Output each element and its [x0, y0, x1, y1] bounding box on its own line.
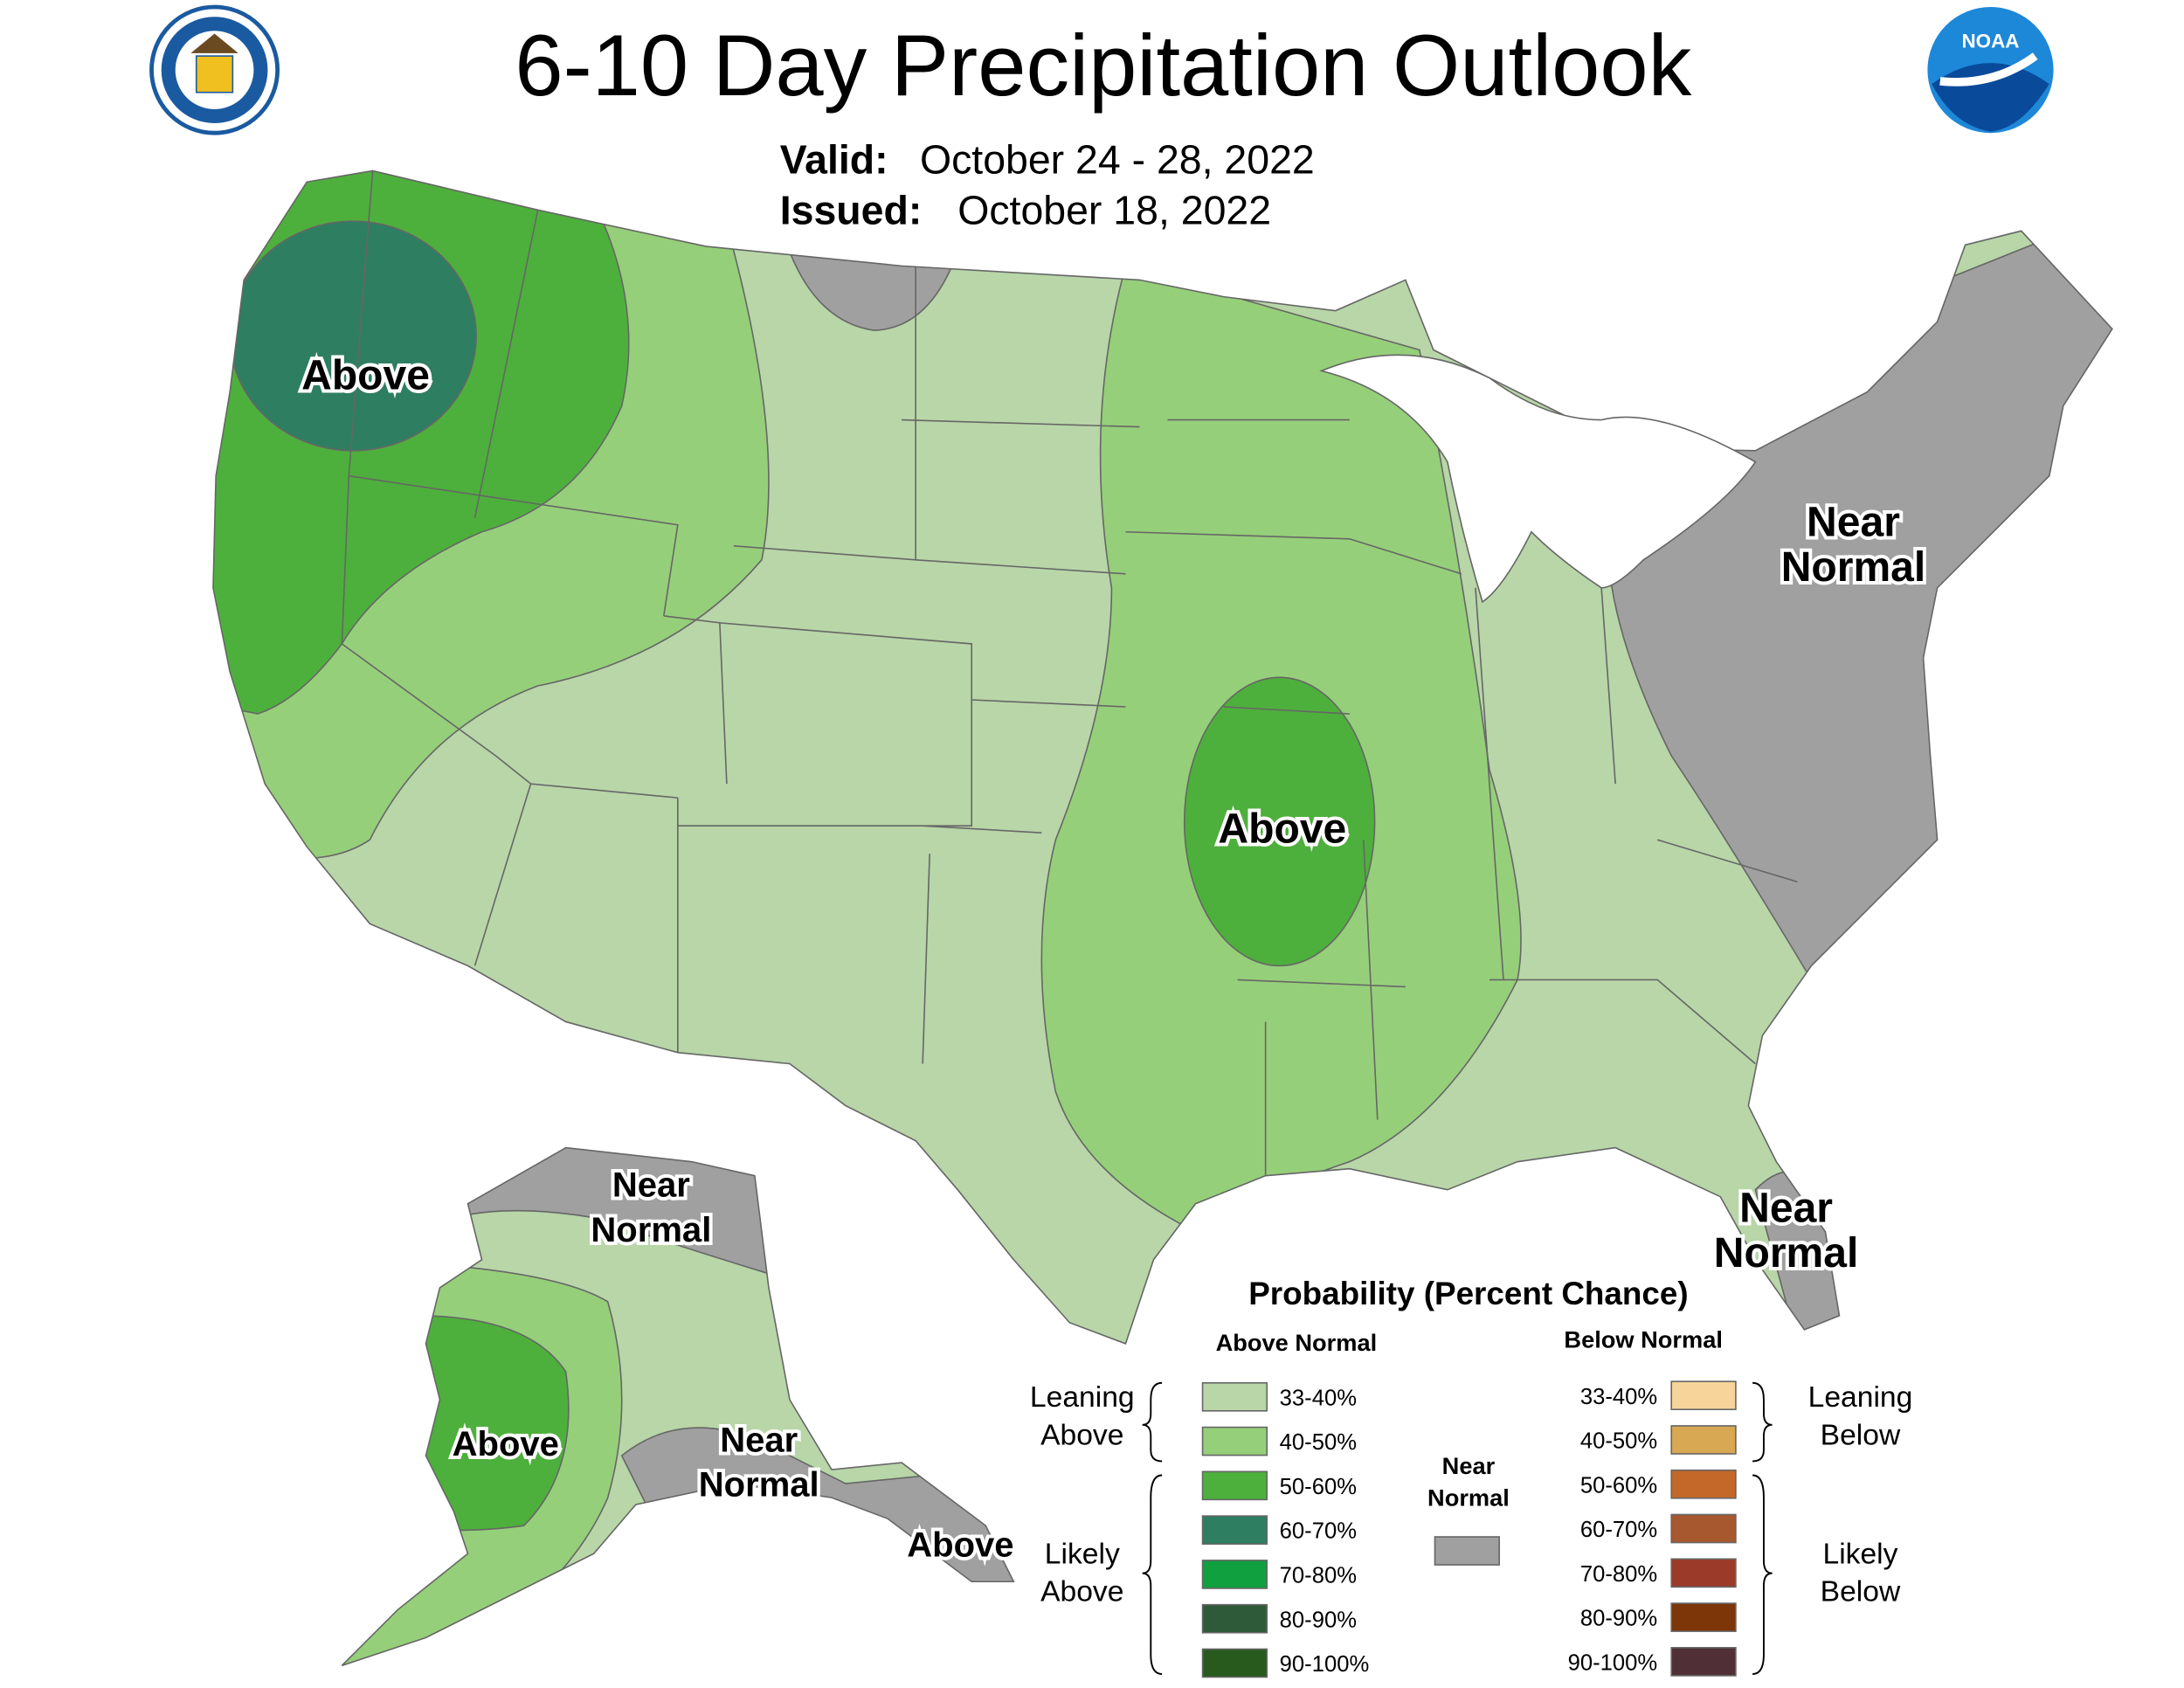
legend-group-label: Above	[1040, 1576, 1123, 1608]
legend-swatch	[1670, 1558, 1737, 1588]
legend-swatch	[1201, 1426, 1268, 1456]
region-label: Above	[301, 352, 430, 398]
region-label: Normal	[591, 1211, 711, 1249]
region-label: Near	[720, 1421, 798, 1459]
legend-group-label: Above	[1040, 1419, 1123, 1451]
legend-swatch	[1201, 1603, 1268, 1634]
region-label: Near	[1807, 500, 1900, 546]
alaska-outline	[341, 1146, 1015, 1667]
legend-swatch	[1434, 1536, 1500, 1566]
legend-brace	[1142, 1381, 1163, 1463]
legend-swatch	[1201, 1648, 1268, 1678]
legend-brace	[1142, 1474, 1163, 1675]
legend-label: 80-90%	[1580, 1607, 1657, 1631]
legend-group-label: Likely	[1823, 1538, 1898, 1570]
legend-heading: Normal	[1427, 1484, 1510, 1512]
legend-label: 60-70%	[1280, 1519, 1357, 1544]
region-labels: AboveNearNormalAboveNearNormalNearNormal…	[298, 349, 1929, 1567]
legend-swatch	[1670, 1602, 1737, 1632]
issued-label: Issued:	[780, 187, 923, 232]
region-label: Above	[453, 1425, 559, 1463]
legend-swatch	[1201, 1560, 1268, 1589]
legend-label: 70-80%	[1580, 1562, 1657, 1587]
region-label: Normal	[1714, 1230, 1859, 1276]
region-label: Normal	[1781, 544, 1926, 591]
legend-label: 90-100%	[1568, 1650, 1658, 1675]
noaa-logo: NOAA	[1927, 7, 2054, 134]
legend-brace	[1752, 1474, 1773, 1675]
legend-label: 60-70%	[1580, 1518, 1657, 1542]
legend-heading: Below Normal	[1564, 1326, 1723, 1353]
legend-group-label: Leaning	[1808, 1381, 1913, 1414]
zone-50-60	[1183, 676, 1376, 967]
legend-swatch	[1670, 1380, 1737, 1411]
legend-group-label: Below	[1821, 1576, 1901, 1608]
legend-swatch	[1201, 1381, 1268, 1412]
legend-swatch	[1201, 1470, 1268, 1501]
legend-label: 50-60%	[1280, 1475, 1357, 1499]
valid-label: Valid:	[780, 137, 888, 183]
legend-label: 90-100%	[1280, 1652, 1370, 1677]
legend-label: 80-90%	[1280, 1608, 1357, 1632]
legend-swatch	[1670, 1469, 1737, 1499]
conus-outline	[212, 169, 2113, 1345]
conus	[212, 170, 2112, 1344]
state-lines	[341, 170, 1798, 1176]
commerce-logo	[149, 4, 280, 135]
legend-group-label: Below	[1821, 1419, 1901, 1451]
issued-date: October 18, 2022	[957, 187, 1271, 232]
title: 6-10 Day Precipitation Outlook	[515, 17, 1691, 114]
region-label: Near	[1739, 1186, 1833, 1232]
legend-heading: Near	[1442, 1452, 1496, 1479]
legend-label: 40-50%	[1580, 1429, 1657, 1454]
legend-swatch	[1670, 1647, 1737, 1677]
legend-heading: Above Normal	[1216, 1329, 1378, 1356]
legend-title: Probability (Percent Chance)	[1248, 1276, 1688, 1311]
region-label: Near	[612, 1166, 690, 1205]
zone-near	[620, 1427, 1014, 1597]
legend-label: 70-80%	[1280, 1564, 1357, 1588]
legend-swatch	[1670, 1425, 1737, 1455]
valid-date: October 24 - 28, 2022	[920, 137, 1315, 183]
alaska	[342, 1147, 1014, 1666]
legend-label: 33-40%	[1280, 1386, 1357, 1410]
region-label: Above	[907, 1525, 1013, 1564]
legend-group-label: Likely	[1045, 1538, 1120, 1570]
great-lakes	[1319, 354, 1757, 604]
noaa-text: NOAA	[1961, 30, 2019, 52]
legend-swatch	[1670, 1513, 1737, 1544]
region-label: Above	[1218, 806, 1346, 852]
legend-brace	[1752, 1381, 1773, 1463]
legend-group-label: Leaning	[1030, 1381, 1135, 1414]
legend-label: 40-50%	[1280, 1430, 1357, 1455]
legend-label: 50-60%	[1580, 1473, 1657, 1498]
legend-label: 33-40%	[1580, 1385, 1657, 1409]
legend: Probability (Percent Chance) Above Normal…	[1030, 1276, 1913, 1678]
region-label: Normal	[699, 1466, 819, 1505]
legend-swatch	[1201, 1515, 1268, 1545]
